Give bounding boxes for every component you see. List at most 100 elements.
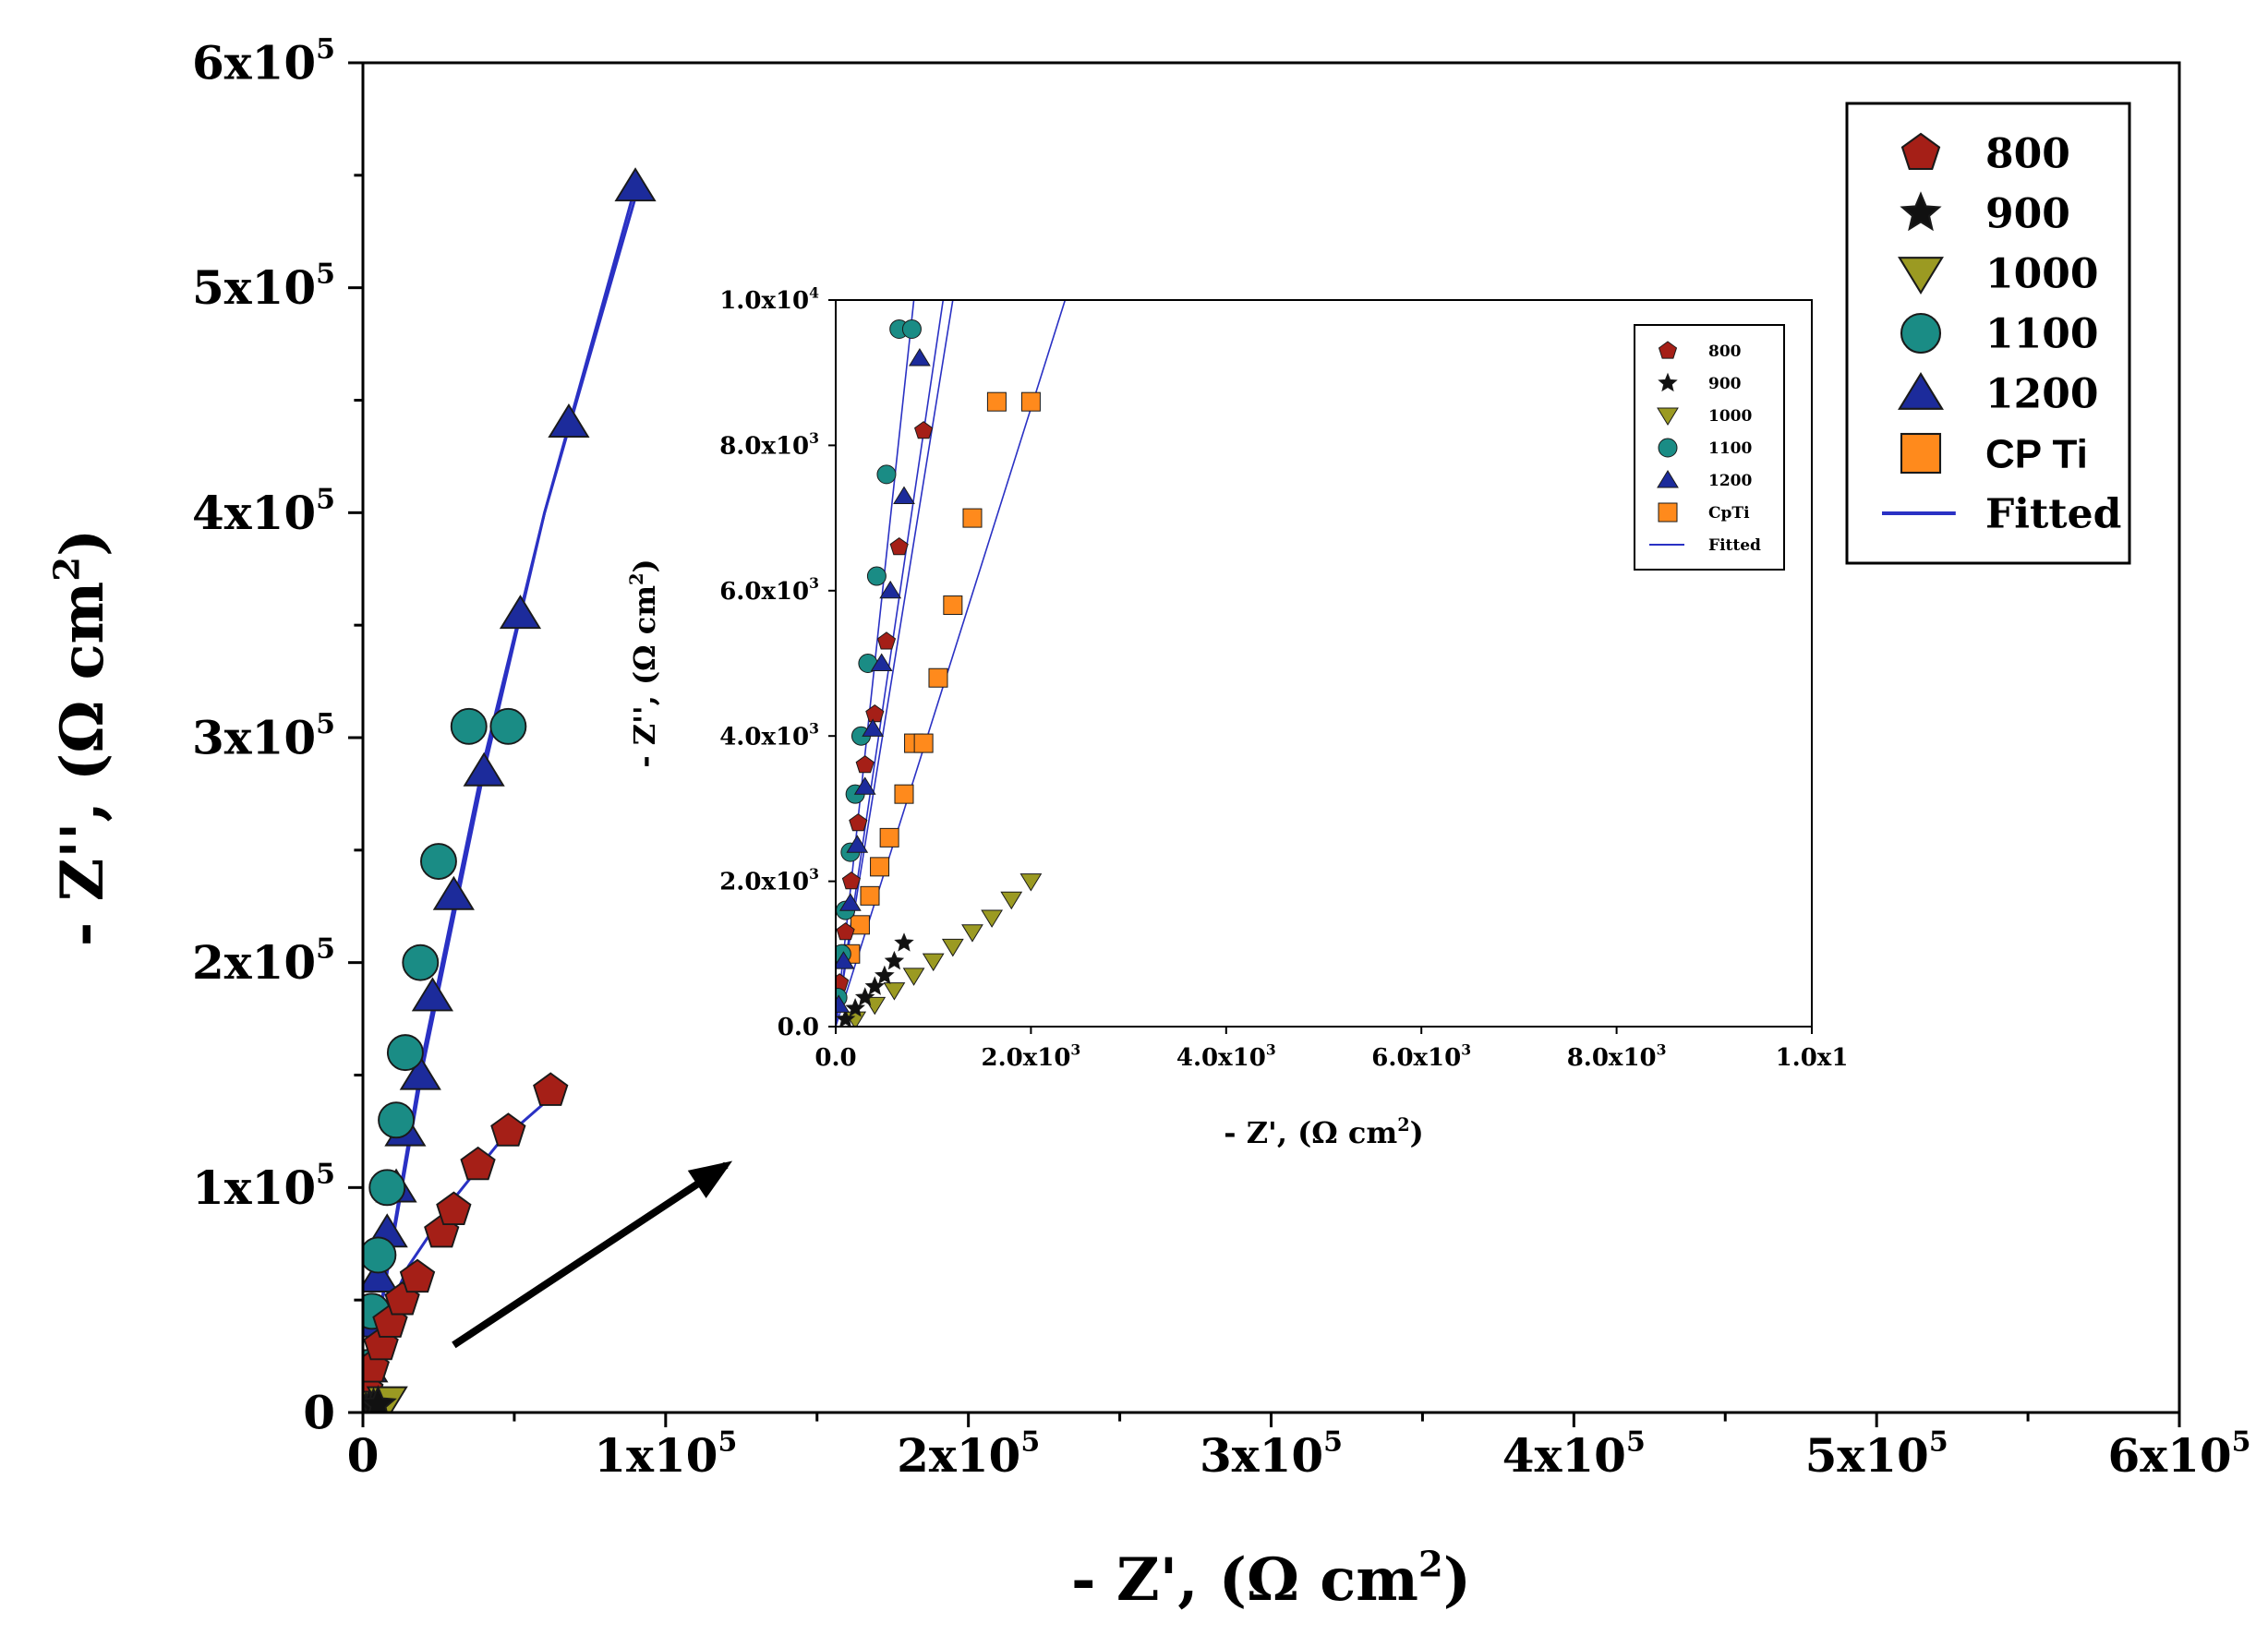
main-legend-label: 800 (1985, 130, 2070, 177)
main-y-tick-label: 6x105 (192, 33, 335, 90)
main-series-900 (363, 1385, 397, 1413)
main-legend-label: 1100 (1985, 310, 2098, 357)
main-x-tick-mantissa: 4x10 (1502, 1428, 1626, 1483)
main-x-tick-exponent: 5 (1929, 1426, 1948, 1459)
inset-x-tick-mantissa: 2.0x10 (982, 1044, 1071, 1072)
inset-data-point (1000, 891, 1023, 910)
inset-data-point (876, 464, 897, 485)
inset-x-axis-label-suffix: ) (1410, 1115, 1424, 1150)
main-data-point (399, 1258, 436, 1293)
main-legend-label: 900 (1985, 190, 2070, 237)
inset-data-point (875, 965, 895, 985)
inset-x-tick-label: 0.0 (814, 1044, 856, 1072)
main-legend-label: Fitted (1985, 490, 2121, 537)
main-x-tick-label: 5x105 (1805, 1426, 1948, 1484)
main-x-tick-exponent: 5 (1323, 1426, 1343, 1459)
inset-x-tick-exponent: 3 (1070, 1040, 1080, 1058)
inset-data-point (879, 580, 902, 599)
inset-data-point (922, 953, 945, 972)
inset-y-axis-label-sup: 2 (626, 573, 647, 585)
inset-series-1200 (836, 348, 931, 1013)
inset-x-tick-label: 8.0x103 (1567, 1040, 1667, 1072)
main-data-point (368, 1169, 406, 1207)
main-legend-marker (1898, 257, 1944, 295)
main-data-point (402, 944, 440, 981)
main-legend-marker (1898, 371, 1944, 410)
main-legend-marker (1900, 191, 1942, 232)
main-data-point (378, 1101, 416, 1139)
inset-data-point (836, 1008, 856, 1027)
inset-data-point (889, 536, 909, 556)
inset-legend-marker (1657, 470, 1679, 488)
inset-legend: 800 900 1000 1100 1200 CpTi Fitted (1634, 324, 1785, 571)
main-y-tick-exponent: 5 (316, 33, 335, 66)
inset-data-point (853, 776, 876, 795)
main-y-axis-label: - Z'', (Ω cm2) (46, 529, 117, 947)
inset-data-point (838, 893, 862, 911)
inset-x-tick-label: 1.0x1 (1776, 1044, 1849, 1072)
main-x-axis-label-prefix: - Z', ( (1071, 1545, 1247, 1615)
main-data-point (499, 595, 542, 630)
inset-data-point (986, 391, 1007, 412)
main-plot-frame (361, 61, 2181, 1414)
main-y-axis-label-omega: Ω (48, 701, 117, 753)
inset-legend-marker (1658, 341, 1678, 359)
inset-data-point (928, 667, 948, 688)
inset-y-axis-label-suffix: ) (627, 559, 662, 572)
main-data-point (399, 1055, 441, 1090)
inset-series-900 (836, 932, 914, 1027)
inset-data-point (914, 421, 934, 439)
main-legend-marker (1900, 132, 1941, 171)
main-chart: 0 1x105 2x105 3x105 4x105 5x105 6x10501x1052x1… (46, 33, 2250, 1615)
main-y-tick-exponent: 5 (316, 483, 335, 515)
inset-y-tick-exponent: 3 (809, 720, 819, 738)
inset-legend-marker (1658, 502, 1678, 523)
inset-data-point (876, 631, 897, 650)
main-y-tick-exponent: 5 (316, 708, 335, 740)
main-y-axis-label-prefix: - Z'', ( (48, 753, 117, 947)
main-x-tick-label: 1x105 (594, 1426, 737, 1484)
main-x-tick-exponent: 5 (1626, 1426, 1646, 1459)
inset-data-point (894, 784, 914, 804)
main-y-tick-label: 5x105 (192, 258, 335, 316)
main-data-point (432, 875, 475, 910)
main-data-point (548, 403, 590, 439)
main-x-tick-label: 3x105 (1200, 1426, 1343, 1484)
inset-x-axis-label-unit: cm (1338, 1115, 1398, 1150)
inset-legend-label: 1000 (1708, 407, 1752, 426)
inset-y-axis-label: - Z'', (Ω cm2) (626, 559, 662, 767)
main-data-area (363, 167, 657, 1413)
inset-legend-marker (1658, 372, 1678, 392)
main-x-axis-label-unit: cm (1299, 1545, 1418, 1615)
main-legend-marker (1900, 432, 1942, 475)
inset-data-point (836, 922, 855, 941)
inset-x-tick-exponent: 3 (1461, 1040, 1471, 1058)
inset-data-point (865, 703, 885, 723)
zoom-arrow (452, 1160, 733, 1349)
inset-y-tick-label: 1.0x104 (719, 283, 819, 315)
inset-data-point (849, 812, 868, 832)
inset-y-tick-mantissa: 2.0x10 (719, 869, 809, 896)
inset-y-tick-mantissa: 4.0x10 (719, 723, 809, 751)
main-y-tick-mantissa: 3x10 (192, 711, 316, 765)
main-legend: 800 900 1000 1100 1200 CP Ti Fitted (1845, 102, 2131, 565)
inset-series-cp-ti (840, 391, 1041, 964)
main-data-point (411, 977, 453, 1012)
inset-y-tick-mantissa: 6.0x10 (719, 578, 809, 606)
inset-x-tick-mantissa: 8.0x10 (1567, 1044, 1657, 1072)
inset-y-tick-label: 0.0 (778, 1014, 819, 1041)
inset-x-tick-mantissa: 1.0x1 (1776, 1044, 1849, 1072)
inset-data-point (894, 932, 914, 952)
inset-x-tick-label: 6.0x103 (1371, 1040, 1471, 1072)
main-data-point (463, 751, 505, 787)
inset-y-tick-exponent: 3 (809, 574, 819, 592)
inset-data-point (841, 871, 861, 890)
main-data-point (363, 1385, 397, 1413)
inset-y-tick-exponent: 3 (809, 865, 819, 883)
main-x-tick-label: 4x105 (1502, 1426, 1646, 1484)
main-data-point (386, 1034, 424, 1072)
main-y-axis-label-sup: 2 (46, 557, 88, 582)
inset-y-axis-label-unit: cm (627, 585, 662, 645)
inset-data-point (961, 924, 983, 943)
inset-y-tick-label: 2.0x103 (719, 865, 819, 896)
